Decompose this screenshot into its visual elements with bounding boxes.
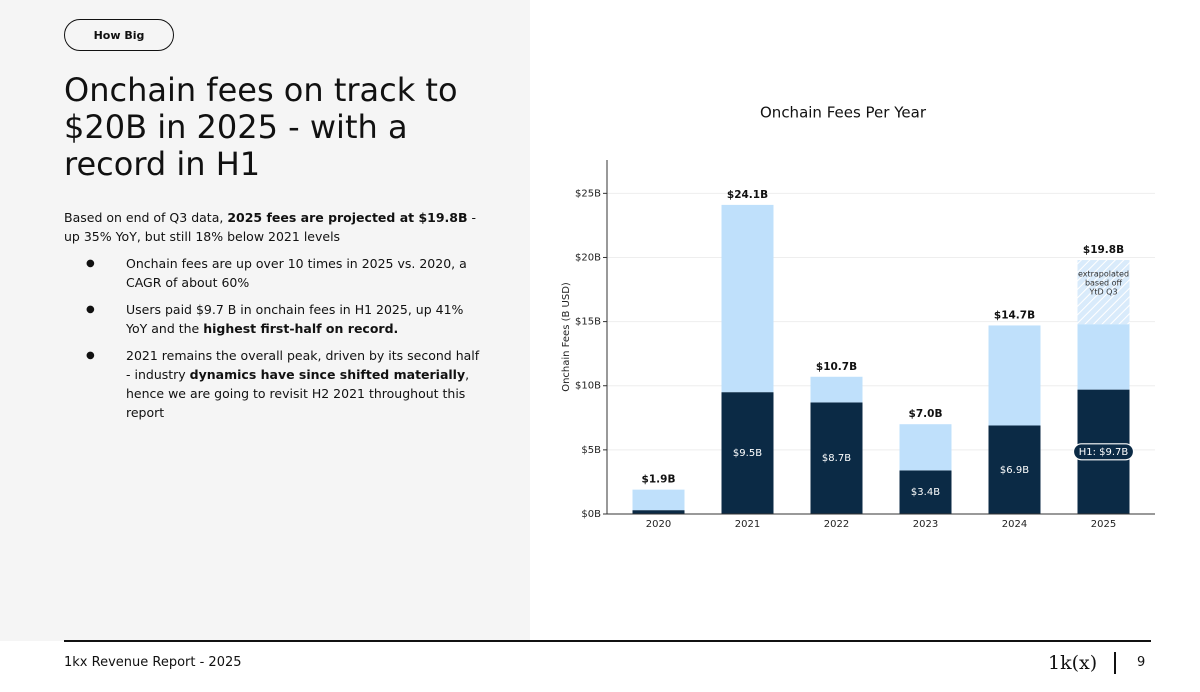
footer-rule (64, 640, 1151, 642)
bar-segment (1077, 260, 1130, 325)
text-run: Based on end of Q3 data, (64, 210, 228, 225)
y-tick-label: $20B (575, 252, 601, 263)
bullet-item: 2021 remains the overall peak, driven by… (86, 346, 486, 422)
value-label: $9.5B (733, 448, 762, 459)
bar-segment (810, 402, 863, 514)
x-tick-label: 2020 (646, 519, 671, 530)
headline-line: Onchain fees on track to (64, 71, 458, 109)
value-label: $6.9B (1000, 465, 1029, 476)
y-tick-label: $10B (575, 381, 601, 392)
value-label: $3.4B (911, 487, 940, 498)
section-tag: How Big (64, 19, 174, 51)
text-run: 2025 fees are projected at $19.8B (227, 210, 468, 225)
text-run: 2021 remains the overall peak, driven by… (126, 348, 480, 382)
y-tick-label: $25B (575, 188, 601, 199)
bar-segment (988, 425, 1041, 514)
annotation: YtD Q3 (1088, 288, 1117, 297)
headline-line: $20B in 2025 - with a (64, 108, 408, 146)
value-label: $8.7B (822, 453, 851, 464)
chart-title: Onchain Fees Per Year (760, 104, 927, 122)
value-label: H1: $9.7B (1079, 447, 1129, 458)
y-tick-label: $0B (581, 509, 601, 520)
intro-paragraph: Based on end of Q3 data, 2025 fees are p… (64, 208, 494, 246)
total-label: $10.7B (816, 361, 857, 373)
bar-segment (899, 424, 952, 471)
y-tick-label: $15B (575, 317, 601, 328)
total-label: $24.1B (727, 189, 768, 201)
x-tick-label: 2022 (824, 519, 849, 530)
bar-segment (721, 204, 774, 393)
footer-logo: 1k(x) (1048, 652, 1098, 674)
bullet-item: Onchain fees are up over 10 times in 202… (86, 254, 486, 292)
x-tick-label: 2023 (913, 519, 938, 530)
bullet-item: Users paid $9.7 B in onchain fees in H1 … (86, 300, 486, 338)
total-label: $1.9B (642, 474, 676, 486)
text-run: highest first-half on record. (203, 321, 399, 336)
total-label: $14.7B (994, 309, 1035, 321)
bar-segment (810, 376, 863, 403)
bullet-list: Onchain fees are up over 10 times in 202… (86, 254, 486, 430)
bar-segment (1077, 324, 1130, 390)
x-tick-label: 2024 (1002, 519, 1027, 530)
bar-segment (988, 325, 1041, 426)
headline: Onchain fees on track to $20B in 2025 - w… (64, 72, 458, 183)
annotation: based off (1085, 279, 1123, 288)
x-tick-label: 2021 (735, 519, 760, 530)
headline-line: record in H1 (64, 145, 261, 183)
bar-segment (632, 510, 685, 514)
footer-separator (1114, 652, 1116, 674)
text-run: - up 35% YoY, but still 18% below 2021 l… (64, 210, 477, 244)
bar-segment (632, 489, 685, 511)
page-number: 9 (1137, 655, 1146, 670)
annotation: extrapolated (1078, 270, 1129, 279)
total-label: $7.0B (909, 408, 943, 420)
text-run: , hence we are going to revisit H2 2021 … (126, 367, 470, 420)
y-tick-label: $5B (581, 445, 601, 456)
footer-report: 1kx Revenue Report - 2025 (64, 655, 242, 670)
text-run: Onchain fees are up over 10 times in 202… (126, 256, 467, 290)
text-run: dynamics have since shifted materially (189, 367, 466, 382)
label-box (1072, 443, 1135, 461)
total-label: $19.8B (1083, 244, 1124, 256)
text-run: Users paid $9.7 B in onchain fees in H1 … (126, 302, 464, 336)
x-tick-label: 2025 (1091, 519, 1116, 530)
y-axis-label: Onchain Fees (B USD) (561, 282, 572, 392)
bar-segment (721, 392, 774, 514)
bar-segment (899, 470, 952, 514)
